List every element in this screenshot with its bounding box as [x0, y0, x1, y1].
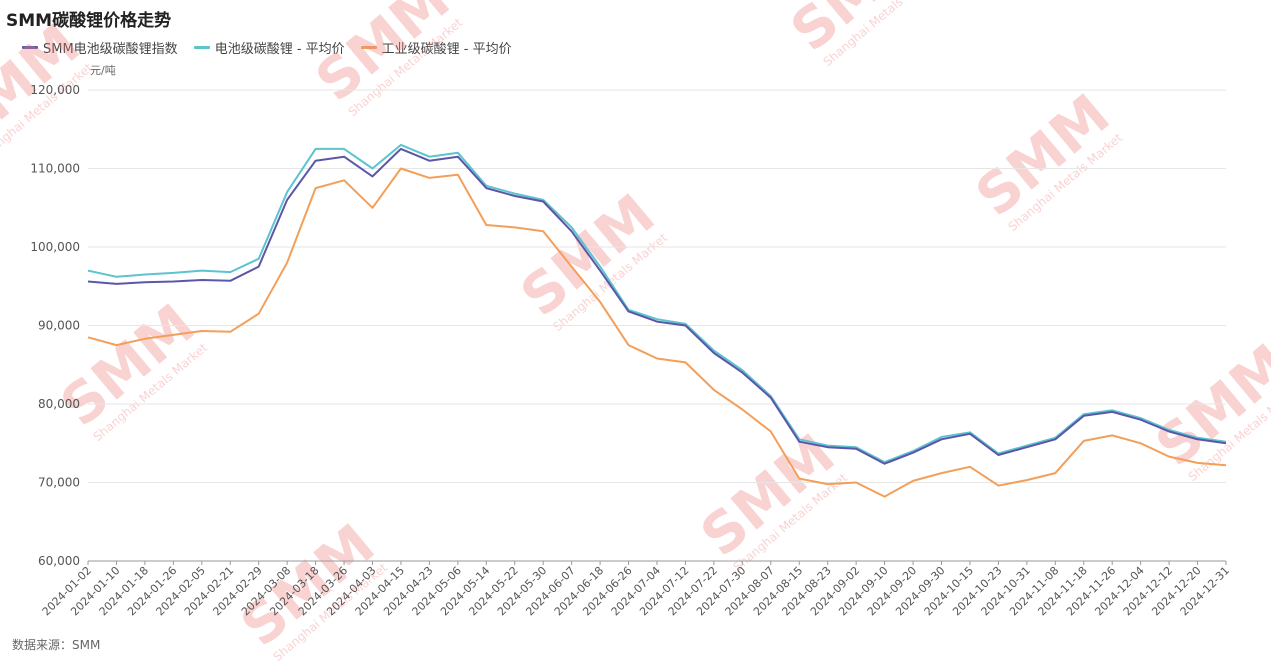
chart-title: SMM碳酸锂价格走势: [6, 11, 172, 31]
series-line-1: [87, 143, 1227, 464]
legend-item-series-2[interactable]: 工业级碳酸锂 - 平均价: [360, 38, 512, 57]
series-line-2: [87, 167, 1227, 498]
y-tick-label: 60,000: [38, 554, 80, 568]
legend-swatch-0: [22, 46, 38, 49]
y-tick-label: 80,000: [38, 397, 80, 411]
series-line-0: [87, 147, 1227, 465]
watermark-brand: SMM: [304, 0, 462, 115]
legend-item-series-0[interactable]: SMM电池级碳酸锂指数: [22, 38, 178, 57]
source-note: 数据来源：SMM: [12, 638, 101, 652]
legend-label-2: 工业级碳酸锂 - 平均价: [381, 42, 512, 57]
y-axis-unit-label: 元/吨: [90, 64, 116, 77]
legend-swatch-2: [360, 46, 377, 49]
y-tick-label: 110,000: [30, 162, 80, 176]
x-axis: 2024-01-022024-01-102024-01-182024-01-26…: [40, 561, 1232, 618]
y-axis: 60,000 70,000 80,000 90,000 100,000 110,000 12…: [30, 83, 80, 568]
y-tick-label: 90,000: [38, 319, 80, 333]
y-tick-label: 100,000: [30, 240, 80, 254]
y-tick-label: 120,000: [30, 83, 80, 97]
legend-label-1: 电池级碳酸锂 - 平均价: [214, 42, 345, 57]
legend-label-0: SMM电池级碳酸锂指数: [43, 42, 178, 57]
legend-item-series-1[interactable]: 电池级碳酸锂 - 平均价: [193, 38, 345, 57]
y-tick-label: 70,000: [38, 476, 80, 490]
legend: SMM电池级碳酸锂指数 电池级碳酸锂 - 平均价 工业级碳酸锂 - 平均价: [22, 38, 512, 57]
legend-swatch-1: [193, 46, 210, 49]
series-lines: [87, 143, 1227, 498]
